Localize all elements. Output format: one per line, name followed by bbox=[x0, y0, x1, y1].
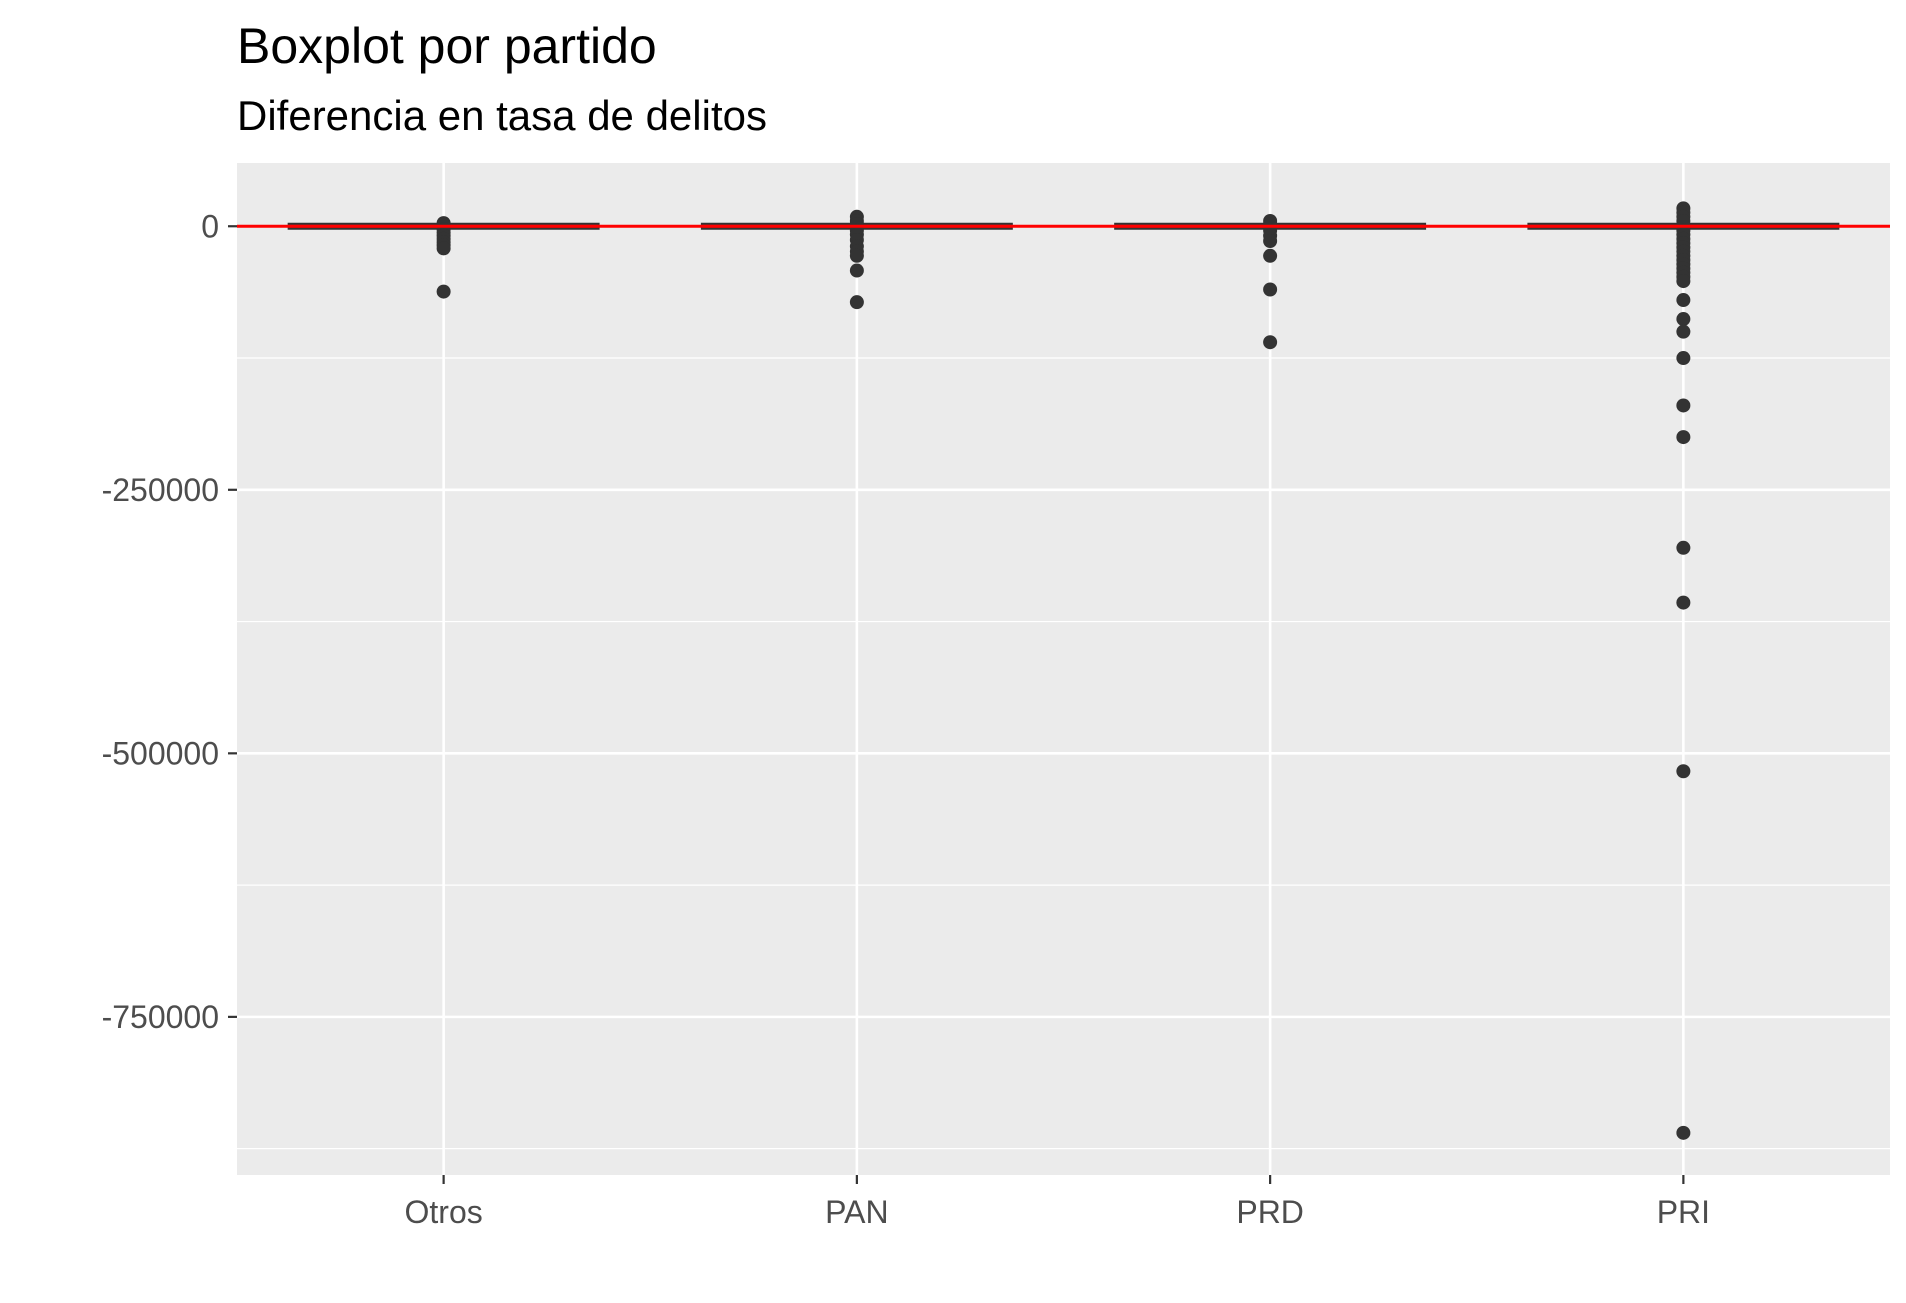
outlier-point bbox=[1676, 1125, 1691, 1140]
outlier-point bbox=[1676, 398, 1691, 413]
y-axis: 0 -250000 -500000 -750000 bbox=[102, 208, 237, 1035]
y-tick-label: -250000 bbox=[102, 472, 219, 508]
outlier-point bbox=[436, 284, 451, 299]
outlier-point bbox=[1676, 324, 1691, 339]
outlier-point bbox=[1676, 595, 1691, 610]
outlier-point bbox=[436, 241, 451, 256]
outlier-point bbox=[1263, 335, 1278, 350]
x-tick-label-prd: PRD bbox=[1236, 1194, 1304, 1230]
outlier-point bbox=[1676, 540, 1691, 555]
x-axis: Otros PAN PRD PRI bbox=[405, 1175, 1710, 1230]
y-tick-label: 0 bbox=[201, 208, 219, 244]
outlier-point bbox=[1676, 351, 1691, 366]
outlier-point bbox=[1263, 282, 1278, 297]
outlier-points bbox=[436, 201, 1691, 1140]
x-tick-label-otros: Otros bbox=[405, 1194, 483, 1230]
outlier-point bbox=[1676, 274, 1691, 289]
outlier-point bbox=[1676, 430, 1691, 445]
outlier-point bbox=[849, 295, 864, 310]
x-tick-label-pri: PRI bbox=[1657, 1194, 1710, 1230]
outlier-point bbox=[1263, 248, 1278, 263]
chart-title: Boxplot por partido bbox=[237, 18, 657, 74]
chart-subtitle: Diferencia en tasa de delitos bbox=[237, 92, 767, 139]
y-tick-label: -750000 bbox=[102, 999, 219, 1035]
plot-panel bbox=[237, 163, 1890, 1175]
outlier-point bbox=[849, 263, 864, 278]
outlier-point bbox=[1676, 293, 1691, 308]
outlier-point bbox=[1676, 764, 1691, 779]
x-tick-label-pan: PAN bbox=[825, 1194, 888, 1230]
grid-minor bbox=[237, 357, 1890, 1150]
outlier-point bbox=[1676, 312, 1691, 327]
outlier-point bbox=[1263, 234, 1278, 249]
outlier-point bbox=[849, 248, 864, 263]
y-tick-label: -500000 bbox=[102, 735, 219, 771]
